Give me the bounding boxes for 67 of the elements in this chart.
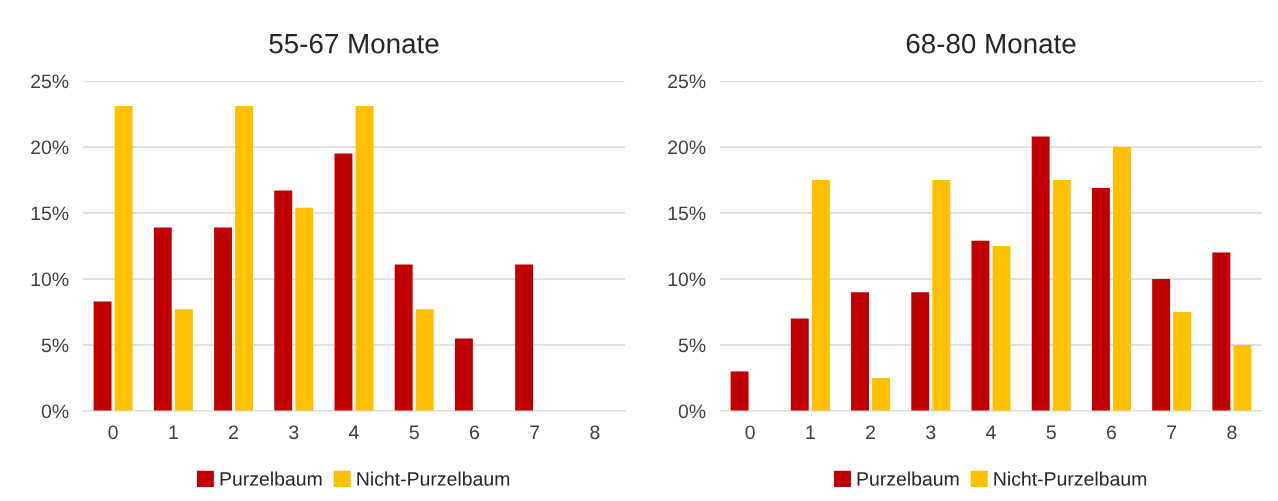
x-tick-label: 1 [169,425,178,439]
bar [1152,279,1171,411]
bar [334,153,353,411]
bar [1212,252,1231,411]
chart-title: 68-80 Monate [906,33,1076,54]
x-tick-label: 0 [108,425,118,440]
x-tick-label: 3 [289,425,299,440]
x-tick-label: 4 [986,425,996,439]
x-tick-label: 0 [745,425,755,440]
bar [153,227,172,411]
y-tick-label: 20% [31,140,69,155]
x-tick-label: 2 [229,425,238,439]
x-tick-label: 8 [1227,425,1237,440]
x-tick-label: 7 [1167,425,1177,439]
y-tick-label: 25% [668,74,706,89]
y-tick-label: 5% [678,338,706,353]
bar [93,301,112,411]
bar [394,264,413,411]
bar [1173,312,1192,411]
bar [454,338,473,411]
x-tick-label: 6 [1107,425,1116,440]
bar [235,106,254,411]
bar [851,292,869,411]
x-tick-label: 5 [409,425,419,440]
x-tick-label: 4 [349,425,359,439]
bar [1052,180,1071,411]
bar [1113,147,1131,411]
bar [872,378,891,411]
bar [515,264,534,411]
bar [274,190,293,411]
bar [415,309,434,411]
y-tick-label: 15% [31,206,69,221]
bar [114,106,133,411]
bar [174,309,193,411]
bar [1031,136,1050,411]
legend-label: Purzelbaum [857,471,959,486]
y-tick-label: 5% [41,338,69,353]
x-tick-label: 5 [1046,425,1056,440]
legend-label: Nicht-Purzelbaum [994,471,1147,486]
legend-label: Purzelbaum [220,471,322,486]
x-tick-label: 6 [470,425,479,440]
y-tick-label: 0% [41,404,69,419]
legend-label: Nicht-Purzelbaum [357,471,510,486]
bar [911,292,930,411]
y-tick-label: 10% [668,272,706,287]
chart-title: 55-67 Monate [269,33,439,54]
y-tick-label: 25% [31,74,69,89]
bar [1091,187,1110,411]
bar [790,318,809,411]
bar [811,180,830,411]
bar [992,246,1011,411]
x-tick-label: 1 [806,425,815,439]
bar [214,227,232,411]
y-tick-label: 20% [668,140,706,155]
x-tick-label: 2 [866,425,875,439]
y-tick-label: 10% [31,272,69,287]
y-tick-label: 15% [668,206,706,221]
x-tick-label: 8 [590,425,600,440]
bar [295,207,314,411]
x-tick-label: 7 [530,425,540,439]
bar [971,240,990,411]
bar [730,371,749,411]
bar [1233,345,1252,411]
bar [355,106,374,411]
bar [932,180,951,411]
x-tick-label: 3 [926,425,936,440]
y-tick-label: 0% [678,404,706,419]
